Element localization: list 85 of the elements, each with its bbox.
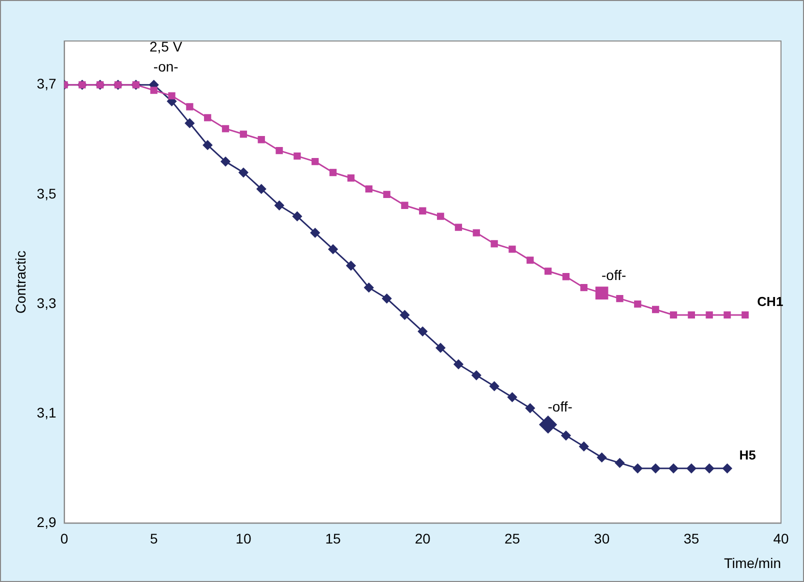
point [400, 310, 410, 320]
point [436, 212, 444, 220]
point [472, 229, 480, 236]
point [614, 458, 624, 468]
x-tick-label: 25 [504, 530, 520, 546]
point [256, 184, 266, 194]
point [472, 370, 482, 380]
x-axis-title: Time/min [724, 555, 781, 572]
point [706, 311, 713, 319]
x-tick-label: 0 [60, 530, 68, 546]
point [454, 224, 462, 231]
point [688, 311, 695, 319]
y-tick-label: 3,7 [36, 76, 56, 92]
point [258, 136, 265, 144]
point [507, 392, 517, 402]
y-tick-label: 3,5 [36, 185, 56, 202]
point [490, 381, 500, 391]
x-tick-label: 15 [325, 530, 342, 546]
point [616, 294, 624, 302]
point [525, 403, 535, 413]
series-label: CH1 [757, 294, 784, 310]
x-tick-label: 35 [684, 530, 700, 546]
point [184, 118, 194, 128]
point [401, 202, 408, 209]
x-tick-label: 20 [414, 530, 431, 546]
point [364, 282, 374, 292]
point [668, 464, 678, 474]
y-tick-label: 3,1 [36, 404, 56, 420]
point [222, 125, 230, 132]
point [597, 452, 607, 462]
annotation: 2,5 V [150, 38, 183, 55]
point [526, 256, 534, 264]
point [238, 168, 248, 178]
point [561, 430, 571, 440]
point [490, 240, 498, 248]
annotation: -on- [153, 58, 179, 75]
point [383, 190, 390, 198]
point [186, 103, 194, 110]
point [579, 442, 589, 452]
point [632, 464, 642, 474]
point [292, 212, 302, 222]
point [436, 343, 446, 353]
point [454, 360, 464, 370]
point [686, 464, 696, 474]
point [274, 200, 284, 210]
x-tick-label: 40 [773, 530, 789, 546]
point [168, 92, 176, 100]
point [670, 311, 678, 319]
annotation: -off- [601, 266, 626, 283]
point [742, 311, 749, 319]
point [202, 140, 212, 150]
point [240, 130, 248, 138]
point [204, 114, 212, 122]
point [634, 300, 642, 308]
point [347, 174, 355, 182]
point [508, 246, 516, 253]
point [346, 260, 356, 270]
point [418, 326, 428, 336]
point [580, 284, 588, 292]
point [365, 185, 372, 193]
point [150, 86, 158, 94]
x-tick-label: 5 [150, 530, 158, 546]
point [220, 156, 230, 166]
point [329, 168, 337, 176]
y-tick-label: 2,9 [36, 514, 56, 530]
y-axis-title: Contractic [12, 250, 28, 314]
x-tick-label: 10 [236, 530, 252, 546]
annotation: -off- [548, 398, 573, 414]
point [419, 207, 426, 214]
point [724, 311, 731, 319]
point [650, 464, 660, 474]
point [722, 464, 732, 474]
point [704, 464, 714, 474]
point [652, 306, 660, 314]
point [544, 268, 552, 275]
point [312, 158, 319, 166]
point [562, 273, 570, 280]
x-tick-label: 30 [594, 530, 610, 546]
point [310, 228, 320, 238]
point [382, 294, 392, 304]
point [276, 147, 283, 154]
point [294, 152, 301, 160]
series-label: H5 [739, 447, 756, 462]
y-tick-label: 3,3 [36, 294, 56, 311]
point [328, 244, 338, 254]
